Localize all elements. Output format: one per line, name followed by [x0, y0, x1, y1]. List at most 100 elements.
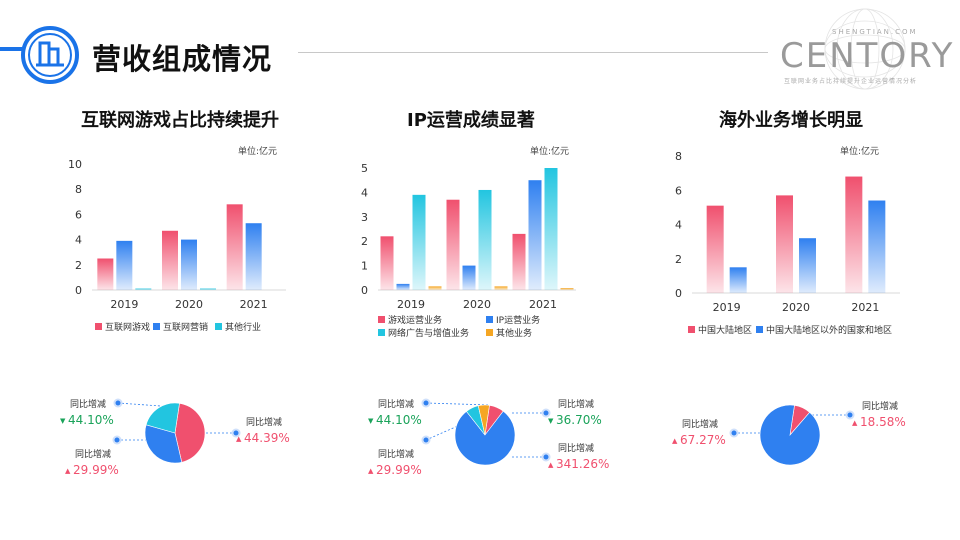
bar-chart-overseas: 0 2 4 6 8 单位:亿元 2019 2020 2021 中国大陆地区 中国大陆地区以外的国家和…	[675, 145, 900, 336]
bar	[380, 236, 394, 290]
callout-dot	[543, 410, 549, 416]
callout-label: 同比增减	[75, 448, 111, 460]
callout-value: 44.10%	[376, 413, 422, 427]
trend-up-icon: ▲	[65, 467, 71, 475]
brand-name: CENTORY	[780, 36, 955, 76]
x-tick-label: 2019	[713, 301, 741, 314]
callout-label: 同比增减	[682, 418, 718, 430]
callout-connector	[425, 402, 491, 406]
y-tick-label: 5	[361, 162, 368, 175]
trend-up-icon: ▲	[852, 419, 858, 427]
x-tick-label: 2019	[397, 298, 425, 311]
legend-swatch	[756, 326, 763, 333]
callout-dot	[114, 437, 120, 443]
x-tick-label: 2020	[782, 301, 810, 314]
pie-slice	[145, 402, 180, 434]
bar	[116, 240, 133, 290]
callout-value: 67.27%	[680, 433, 726, 447]
callout-value: 341.26%	[556, 457, 609, 471]
y-tick-label: 2	[75, 259, 82, 272]
bar	[494, 286, 508, 290]
bar	[200, 288, 216, 290]
y-tick-label: 4	[361, 186, 368, 199]
x-tick-label: 2020	[175, 298, 203, 311]
legend-swatch	[486, 316, 493, 323]
bar	[428, 286, 442, 290]
bar-chart-internet-games: 0 2 4 6 8 10 单位:亿元 2019 2020 2021 互联网游戏 互联网营销 其他行业	[68, 145, 286, 333]
x-tick-label: 2021	[529, 298, 557, 311]
x-tick-label: 2020	[463, 298, 491, 311]
x-tick-label: 2019	[110, 298, 138, 311]
bar-chart-ip-operation: 0 1 2 3 4 5 单位:亿元 2019 2020 2021 游戏运营业务 IP运营业务网络广告与…	[361, 145, 576, 339]
building-icon	[21, 26, 79, 84]
unit-label: 单位:亿元	[530, 145, 569, 157]
bar	[799, 238, 816, 293]
callout-value: 18.58%	[860, 415, 906, 429]
page-title: 营收组成情况	[92, 42, 273, 76]
callout-label: 同比增减	[558, 442, 594, 454]
y-tick-label: 1	[361, 260, 368, 273]
trend-up-icon: ▲	[368, 467, 374, 475]
bar	[776, 195, 793, 293]
bar	[97, 258, 114, 290]
callout-connector	[117, 402, 176, 408]
pie-slice	[144, 424, 183, 464]
callout-label: 同比增减	[70, 398, 106, 410]
trend-down-icon: ▼	[60, 417, 66, 425]
brand-domain: SHENGTIAN.COM	[832, 28, 918, 36]
section-title-3: 海外业务增长明显	[719, 110, 863, 131]
trend-up-icon: ▲	[672, 437, 678, 445]
y-tick-label: 0	[361, 284, 368, 297]
bar	[446, 199, 460, 290]
bar	[462, 265, 476, 290]
section-title-1: 互联网游戏占比持续提升	[81, 110, 279, 131]
legend-label: 中国大陆地区	[698, 324, 752, 336]
globe-decoration	[824, 8, 906, 90]
brand-logo: SHENGTIAN.COM CENTORY 互联网业务占比持续提升企业运营情况分…	[780, 4, 960, 94]
legend-swatch	[378, 316, 385, 323]
bar	[226, 204, 243, 290]
bar	[845, 176, 863, 293]
y-tick-label: 10	[68, 158, 82, 171]
y-tick-label: 2	[361, 235, 368, 248]
trend-up-icon: ▲	[236, 435, 242, 443]
callout-dot	[423, 400, 429, 406]
pie-slice	[454, 410, 516, 466]
legend-label: 网络广告与增值业务	[388, 327, 469, 339]
bar	[162, 230, 178, 290]
header-accent-bar	[0, 47, 22, 51]
bar	[412, 194, 426, 290]
legend-swatch	[688, 326, 695, 333]
y-tick-label: 2	[675, 253, 682, 266]
callout-value: 44.39%	[244, 431, 290, 445]
bar	[706, 205, 724, 293]
y-tick-label: 4	[675, 219, 682, 232]
y-tick-label: 8	[675, 150, 682, 163]
y-tick-label: 0	[75, 284, 82, 297]
callout-value: 36.70%	[556, 413, 602, 427]
callout-dot	[233, 430, 239, 436]
callout-dot	[847, 412, 853, 418]
callout-dot	[423, 437, 429, 443]
legend-label: 游戏运营业务	[388, 314, 442, 326]
pie-slice	[174, 402, 206, 463]
y-tick-label: 0	[675, 287, 682, 300]
trend-up-icon: ▲	[548, 461, 554, 469]
bar	[729, 267, 747, 293]
bar	[560, 288, 574, 290]
unit-label: 单位:亿元	[840, 145, 879, 157]
callout-dot	[543, 454, 549, 460]
callout-label: 同比增减	[862, 400, 898, 412]
unit-label: 单位:亿元	[238, 145, 277, 157]
brand-tagline: 互联网业务占比持续提升企业运营情况分析	[784, 78, 918, 85]
callout-dot	[115, 400, 121, 406]
callout-label: 同比增减	[378, 448, 414, 460]
bar	[135, 288, 152, 290]
bar	[528, 180, 542, 290]
legend-label: 中国大陆地区以外的国家和地区	[766, 324, 892, 336]
y-tick-label: 3	[361, 211, 368, 224]
y-tick-label: 8	[75, 183, 82, 196]
y-tick-label: 6	[675, 184, 682, 197]
x-tick-label: 2021	[851, 301, 879, 314]
callout-value: 29.99%	[376, 463, 422, 477]
